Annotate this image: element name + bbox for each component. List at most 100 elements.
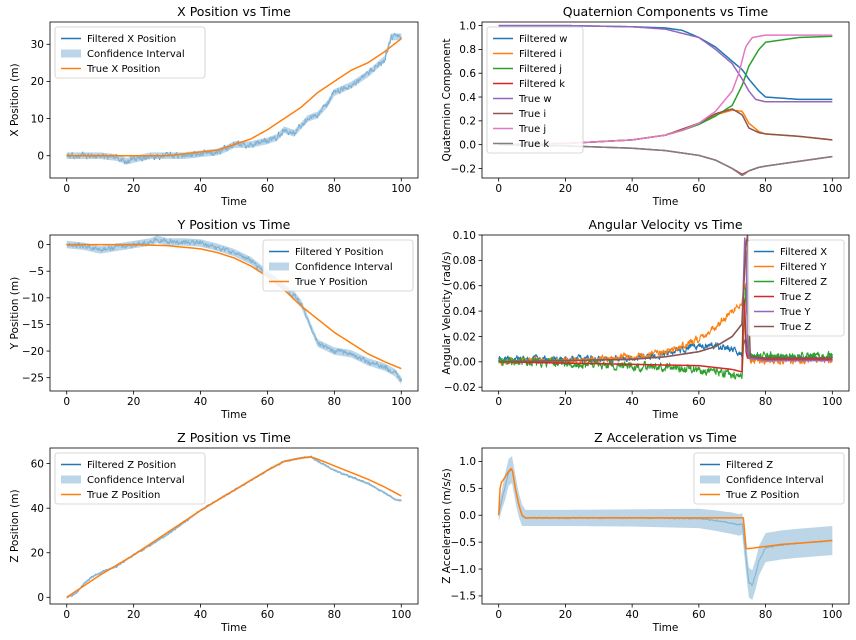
y-tick-label: 0.10: [453, 230, 476, 242]
y-tick-label: −10: [22, 293, 44, 305]
legend-box: [693, 452, 845, 505]
axes-frame: [481, 234, 850, 392]
x-tick-label: 100: [391, 609, 411, 621]
chart-ypos: Y Position vs Time 0 20 40 60 80 100 0 −5 −10 −15 −…: [9, 217, 419, 421]
chart-angvel: Angular Velocity vs Time 0 20 40 60 80 100 −0.0…: [441, 217, 850, 421]
legend-label: Filtered Z: [780, 277, 827, 288]
y-tick-label: 0.6: [459, 68, 476, 80]
legend-label: Confidence Interval: [87, 49, 185, 60]
y-tick-label: 10: [31, 113, 44, 125]
y-tick-label: −0.02: [444, 382, 476, 394]
legend-label: True Y: [779, 307, 811, 318]
axes-frame: [49, 234, 419, 392]
chart-zacc: Z Acceleration vs Time 0 20 40 60 80 100 −1.5 −1…: [441, 430, 850, 634]
y-tick-label: 0.5: [459, 483, 476, 495]
x-tick-label: 0: [63, 183, 70, 195]
legend-box: [54, 26, 206, 79]
y-tick-label: 0.2: [459, 116, 476, 128]
legend-label: Filtered Z: [726, 460, 773, 471]
y-tick-label: −15: [22, 319, 44, 331]
series-zacc-2-line: [497, 467, 833, 550]
x-axis-label: Time: [220, 409, 247, 421]
legend-label: True w: [518, 94, 552, 105]
series-ypos-1-band: [66, 235, 402, 385]
x-tick-label: 60: [261, 396, 274, 408]
legend-label: Filtered i: [519, 49, 562, 60]
y-tick-label: −1.0: [451, 564, 477, 576]
axes-frame: [481, 447, 850, 605]
legend-label: True Z Position: [725, 490, 799, 501]
x-axis-label: Time: [652, 196, 679, 208]
series-quat-4-line: [498, 24, 833, 103]
series-ypos-2-line: [66, 243, 402, 370]
chart-xpos: X Position vs Time 0 20 40 60 80 100 0 10 20 30 Tim…: [9, 4, 419, 208]
y-tick-label: −5: [29, 266, 44, 278]
legend-swatch-band: [61, 49, 81, 58]
legend-box: [262, 239, 414, 292]
legend: Filtered Z Position Confidence Interval Tr…: [54, 452, 206, 505]
chart-title: Y Position vs Time: [177, 217, 291, 232]
x-tick-label: 20: [127, 183, 140, 195]
chart-title: X Position vs Time: [177, 4, 291, 19]
x-tick-label: 40: [194, 183, 207, 195]
x-axis-label: Time: [652, 409, 679, 421]
chart-title: Z Position vs Time: [177, 430, 291, 445]
y-tick-label: 0.06: [453, 281, 477, 293]
y-tick-label: 0.0: [459, 510, 476, 522]
legend-label: True X Position: [86, 64, 160, 75]
legend-label: Confidence Interval: [295, 262, 393, 273]
plot-area: [498, 235, 833, 380]
x-tick-label: 80: [759, 396, 772, 408]
y-axis-label: X Position (m): [9, 63, 21, 136]
x-tick-label: 0: [495, 609, 502, 621]
legend-label: True i: [518, 109, 546, 120]
x-tick-label: 100: [391, 396, 411, 408]
y-tick-label: 0.0: [459, 139, 476, 151]
axes-frame: [49, 447, 419, 605]
legend-label: True Y Position: [294, 277, 368, 288]
x-tick-label: 0: [495, 183, 502, 195]
y-tick-label: −25: [22, 372, 44, 384]
chart-quat: Quaternion Components vs Time 0 20 40 60 80 10…: [441, 4, 850, 208]
y-tick-label: 0.4: [459, 92, 476, 104]
plot-area: [66, 33, 402, 165]
legend-label: Filtered Y Position: [295, 247, 383, 258]
y-axis-label: Angular Velocity (rad/s): [441, 251, 453, 374]
x-tick-label: 80: [328, 183, 341, 195]
legend-label: Confidence Interval: [87, 475, 185, 486]
y-tick-label: 20: [31, 76, 44, 88]
x-tick-label: 80: [759, 609, 772, 621]
y-tick-label: 0: [37, 151, 44, 163]
y-tick-label: 0.8: [459, 44, 476, 56]
y-tick-label: 1.0: [459, 20, 476, 32]
legend-swatch-band: [700, 475, 720, 484]
x-tick-label: 60: [692, 609, 705, 621]
legend: Filtered X Position Confidence Interval Tr…: [54, 26, 206, 79]
y-tick-label: 0: [37, 239, 44, 251]
x-tick-label: 80: [328, 396, 341, 408]
x-axis-label: Time: [220, 196, 247, 208]
x-tick-label: 80: [759, 183, 772, 195]
chart-zpos: Z Position vs Time 0 20 40 60 80 100 0 20 40 60 Tim…: [9, 430, 419, 634]
legend-label: Filtered X: [780, 247, 827, 258]
x-tick-label: 20: [559, 396, 572, 408]
x-tick-label: 0: [495, 396, 502, 408]
x-tick-label: 20: [127, 396, 140, 408]
legend-label: Filtered w: [519, 34, 567, 45]
chart-title: Quaternion Components vs Time: [563, 4, 769, 19]
y-axis-label: Quaternion Component: [441, 38, 453, 161]
x-tick-label: 40: [625, 183, 638, 195]
legend-box: [486, 26, 584, 154]
legend: Filtered X Filtered Y Filtered Z True Z True…: [747, 239, 845, 337]
legend-label: Filtered Y: [780, 262, 827, 273]
legend-label: True Z: [779, 292, 811, 303]
y-axis-label: Z Acceleration (m/s/s): [441, 468, 453, 584]
y-axis-label: Z Position (m): [9, 489, 21, 562]
y-tick-label: 1.0: [459, 456, 476, 468]
x-tick-label: 40: [194, 609, 207, 621]
plot-area: [66, 455, 402, 599]
x-tick-label: 60: [692, 396, 705, 408]
y-tick-label: −1.5: [451, 591, 477, 603]
legend-swatch-band: [61, 475, 81, 484]
plot-area: [66, 235, 402, 385]
